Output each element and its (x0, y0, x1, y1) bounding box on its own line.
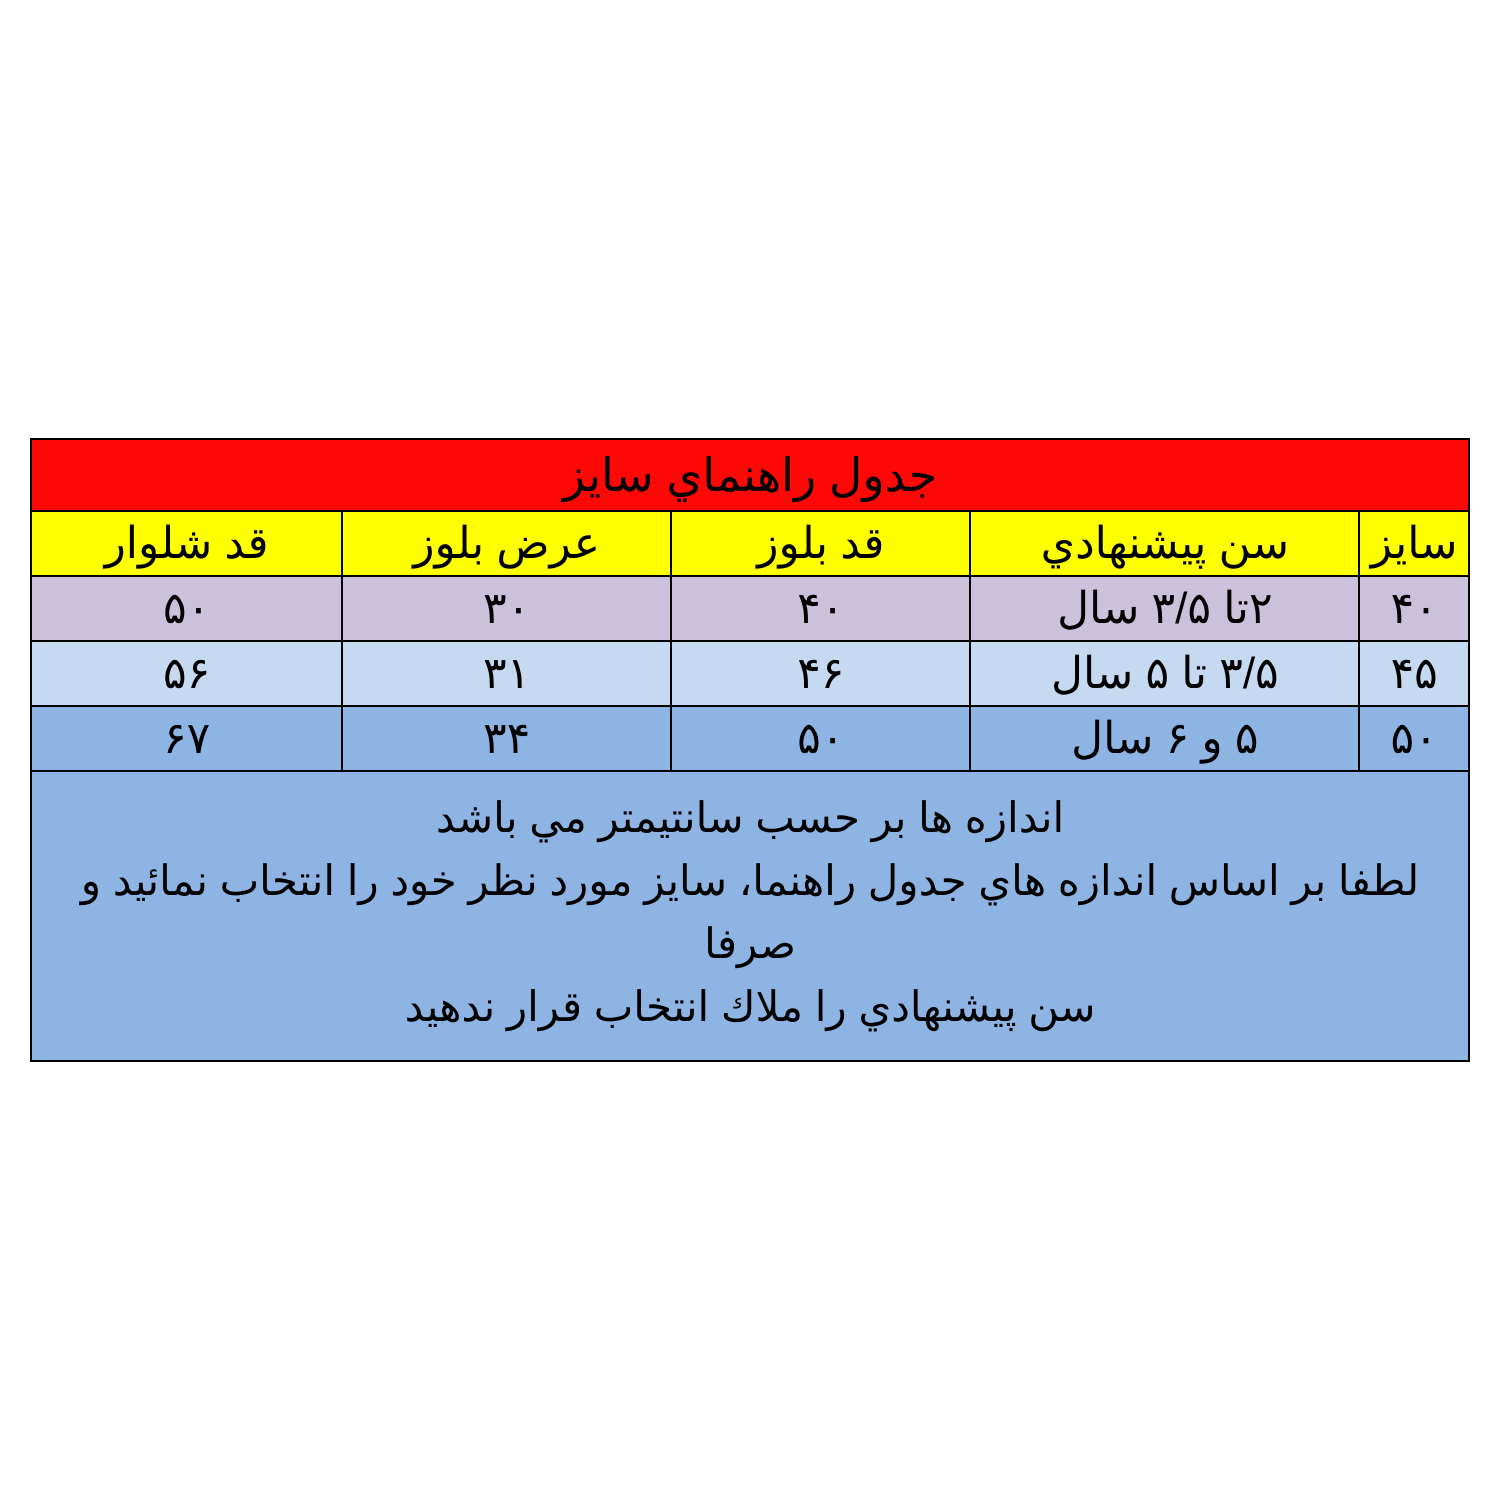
table-footer: اندازه ها بر حسب سانتيمتر مي باشد لطفا ب… (32, 770, 1468, 1060)
cell-blouse-length: ۴۶ (670, 642, 969, 705)
size-guide-table: جدول راهنماي سايز قد شلوار عرض بلوز قد ب… (30, 438, 1470, 1062)
cell-pants-length: ۵۰ (32, 577, 341, 640)
cell-size: ۵۰ (1358, 707, 1468, 770)
cell-pants-length: ۵۶ (32, 642, 341, 705)
table-header-row: قد شلوار عرض بلوز قد بلوز سن پيشنهادي سا… (32, 510, 1468, 575)
cell-size: ۴۵ (1358, 642, 1468, 705)
col-header-blouse-width: عرض بلوز (341, 512, 670, 575)
table-title: جدول راهنماي سايز (32, 440, 1468, 510)
cell-blouse-length: ۵۰ (670, 707, 969, 770)
table-row: ۵۶ ۳۱ ۴۶ ۳/۵ تا ۵ سال ۴۵ (32, 640, 1468, 705)
table-row: ۵۰ ۳۰ ۴۰ ۲تا ۳/۵ سال ۴۰ (32, 575, 1468, 640)
col-header-pants-length: قد شلوار (32, 512, 341, 575)
cell-blouse-width: ۳۴ (341, 707, 670, 770)
cell-blouse-width: ۳۰ (341, 577, 670, 640)
footer-line: لطفا بر اساس اندازه هاي جدول راهنما، ساي… (62, 849, 1438, 975)
cell-pants-length: ۶۷ (32, 707, 341, 770)
cell-suggested-age: ۳/۵ تا ۵ سال (969, 642, 1358, 705)
cell-suggested-age: ۲تا ۳/۵ سال (969, 577, 1358, 640)
col-header-size: سايز (1358, 512, 1468, 575)
col-header-suggested-age: سن پيشنهادي (969, 512, 1358, 575)
footer-line: اندازه ها بر حسب سانتيمتر مي باشد (62, 786, 1438, 849)
col-header-blouse-length: قد بلوز (670, 512, 969, 575)
cell-suggested-age: ۵ و ۶ سال (969, 707, 1358, 770)
cell-blouse-length: ۴۰ (670, 577, 969, 640)
table-row: ۶۷ ۳۴ ۵۰ ۵ و ۶ سال ۵۰ (32, 705, 1468, 770)
footer-line: سن پيشنهادي را ملاك انتخاب قرار ندهيد (62, 975, 1438, 1038)
cell-blouse-width: ۳۱ (341, 642, 670, 705)
cell-size: ۴۰ (1358, 577, 1468, 640)
